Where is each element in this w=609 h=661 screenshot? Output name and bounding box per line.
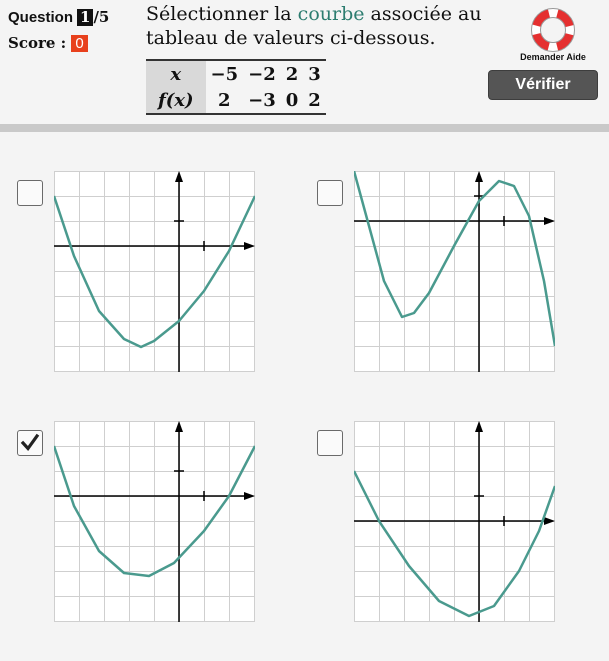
x-axis-arrow [244,492,255,500]
help-label: Demander Aide [520,52,586,62]
x-axis-arrow [544,517,555,525]
score-label: Score : [8,34,67,52]
graph-svg [54,171,255,372]
x-axis-arrow [544,217,555,225]
option-graph-b [354,171,555,372]
checkmark-icon [20,433,40,452]
row-header-x: x [146,59,206,87]
verify-button[interactable]: Vérifier [488,70,598,100]
lifebuoy-icon [531,8,575,52]
question-indicator: Question 1/5 [8,8,109,26]
question-number: 1 [77,9,94,26]
option-checkbox-a[interactable] [17,180,43,206]
table-cell: 2 [303,87,326,115]
question-total: /5 [93,8,110,26]
header: Question 1/5 Score : 0 Sélectionner la co… [0,0,609,124]
option-graph-d [354,421,555,622]
table-cell: 2 [280,59,304,87]
x-axis-arrow [244,242,255,250]
table-cell: 3 [303,59,326,87]
graph-svg [354,171,555,372]
help-button[interactable]: Demander Aide [505,8,601,66]
row-header-fx: f(x) [146,87,206,115]
table-cell: 0 [280,87,304,115]
table-row: x −5 −2 2 3 [146,59,326,87]
option-graph-c [54,421,255,622]
table-cell: −3 [243,87,281,115]
table-cell: −5 [205,59,244,87]
table-cell: −2 [243,59,281,87]
instruction-part: Sélectionner la [146,3,298,25]
y-axis-arrow [475,421,483,432]
instruction-part: associée au tableau de valeurs ci-dessou… [146,3,482,49]
values-table: x −5 −2 2 3 f(x) 2 −3 0 2 [146,59,326,115]
option-checkbox-c[interactable] [17,430,43,456]
question-label: Question [8,9,74,26]
y-axis-arrow [175,421,183,432]
table-row: f(x) 2 −3 0 2 [146,87,326,115]
score-indicator: Score : 0 [8,34,88,52]
graph-svg [54,421,255,622]
option-graph-a [54,171,255,372]
y-axis-arrow [475,171,483,182]
curve [354,171,555,347]
header-divider [0,124,609,132]
option-checkbox-b[interactable] [317,180,343,206]
option-checkbox-d[interactable] [317,430,343,456]
table-cell: 2 [205,87,244,115]
curve [54,195,255,349]
y-axis-arrow [175,171,183,182]
graph-svg [354,421,555,622]
curve [54,445,255,578]
instruction-highlight: courbe [297,3,365,25]
curve [354,470,555,618]
score-badge: 0 [71,35,88,52]
instruction-text: Sélectionner la courbe associée au table… [146,2,506,50]
